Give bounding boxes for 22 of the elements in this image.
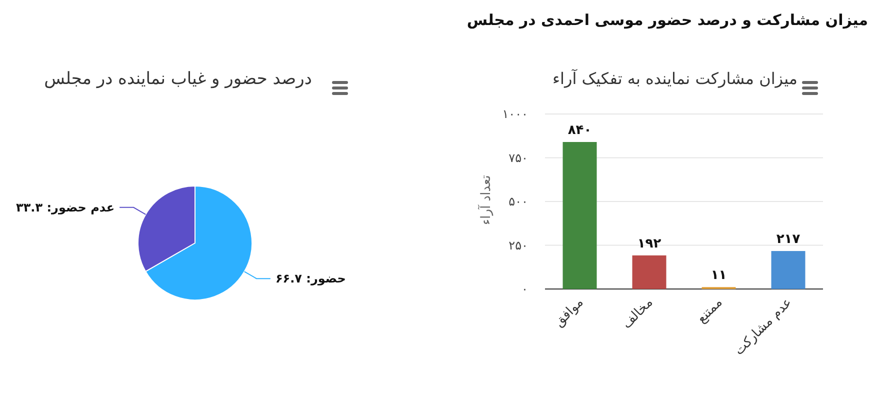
y-axis-title: تعداد آراء (477, 174, 494, 225)
bar (562, 142, 597, 289)
x-tick-label: عدم مشارکت (732, 295, 796, 359)
data-label: ۱۱ (710, 268, 727, 284)
bar (632, 255, 666, 289)
bar (771, 251, 806, 289)
y-tick-label: ۲۵۰ (508, 238, 528, 252)
text: میزان مشارکت و درصد حضور موسی احمدی در مجلس (466, 11, 868, 29)
x-tick-label: موافق (552, 295, 587, 330)
data-label: ۸۴۰ (568, 123, 592, 138)
x-tick-label: ممتنع (694, 295, 726, 327)
slice-label: عدم حضور: ۳۳.۳ (16, 200, 115, 214)
data-label: ۲۱۷ (776, 232, 800, 248)
chart-title: میزان مشارکت نماینده به تفکیک آراء (552, 68, 798, 88)
y-tick-label: ۰ (522, 282, 528, 296)
chart-title: درصد حضور و غیاب نماینده در مجلس (44, 69, 312, 89)
slice-label: حضور: ۶۶.۷ (275, 272, 346, 286)
y-tick-label: ۵۰۰ (508, 194, 528, 208)
y-tick-label: ۷۵۰ (508, 150, 528, 165)
data-label: ۱۹۲ (637, 236, 662, 252)
x-tick-label: مخالف (619, 295, 656, 332)
y-tick-label: ۱۰۰۰ (502, 107, 528, 121)
